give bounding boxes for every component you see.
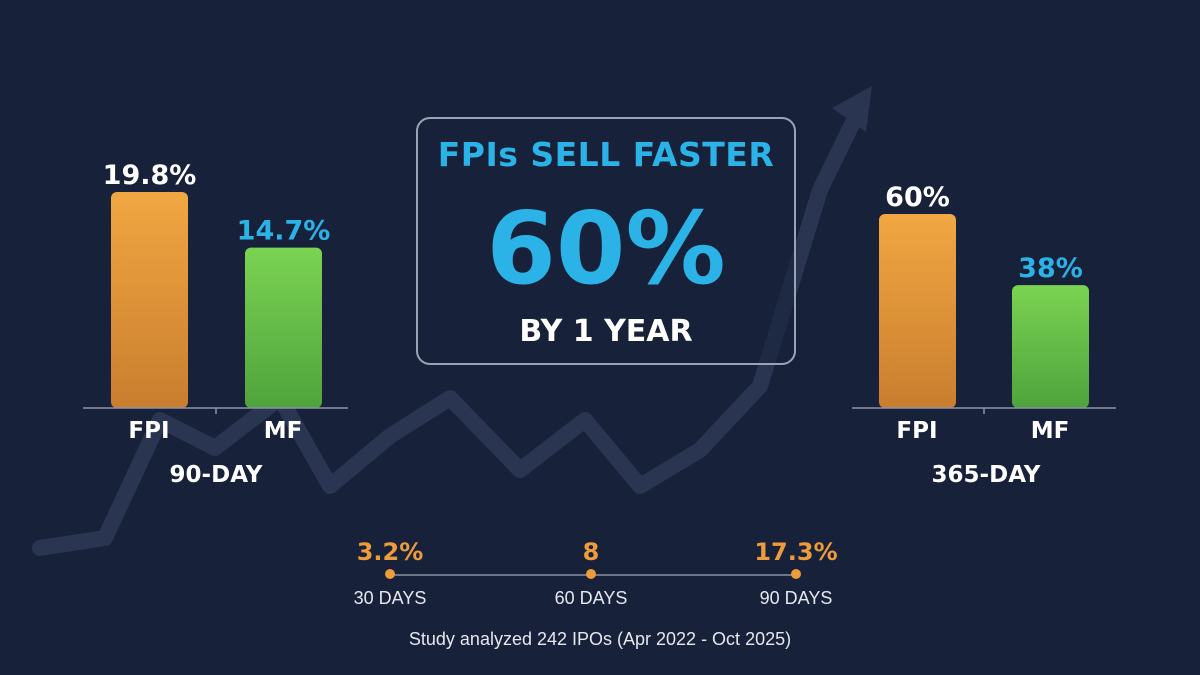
category-label-90-day-fpi: FPI: [128, 418, 169, 444]
bar-90-day-fpi: [111, 192, 188, 408]
timeline-value: 8: [582, 538, 600, 566]
timeline-value: 17.3%: [754, 538, 838, 566]
timeline-label: 30 DAYS: [353, 588, 427, 608]
group-label-90-day: 90-DAY: [170, 462, 263, 488]
value-label-365-day-fpi: 60%: [885, 182, 950, 213]
highlight-title: FPIs SELL FASTER: [437, 135, 775, 174]
highlight-card: FPIs SELL FASTER 60% BY 1 YEAR: [416, 117, 796, 365]
value-label-90-day-fpi: 19.8%: [103, 160, 197, 191]
bar-365-day-fpi: [879, 214, 956, 408]
trend-line: [32, 104, 866, 556]
footnote: Study analyzed 242 IPOs (Apr 2022 - Oct …: [408, 629, 792, 649]
highlight-subtitle: BY 1 YEAR: [519, 314, 693, 349]
value-label-365-day-mf: 38%: [1018, 253, 1083, 284]
bar-365-day-mf: [1012, 285, 1089, 408]
timeline-label: 60 DAYS: [554, 588, 628, 608]
timeline-label: 90 DAYS: [759, 588, 833, 608]
timeline-value: 3.2%: [356, 538, 424, 566]
timeline-dot: [385, 569, 395, 579]
timeline-dot: [791, 569, 801, 579]
highlight-value: 60%: [486, 190, 726, 307]
timeline-dot: [586, 569, 596, 579]
trend-arrow-head: [832, 86, 872, 132]
value-label-90-day-mf: 14.7%: [237, 216, 331, 247]
category-label-90-day-mf: MF: [264, 418, 303, 444]
category-label-365-day-mf: MF: [1031, 418, 1070, 444]
category-label-365-day-fpi: FPI: [896, 418, 937, 444]
bar-90-day-mf: [245, 247, 322, 408]
group-label-365-day: 365-DAY: [932, 462, 1041, 488]
